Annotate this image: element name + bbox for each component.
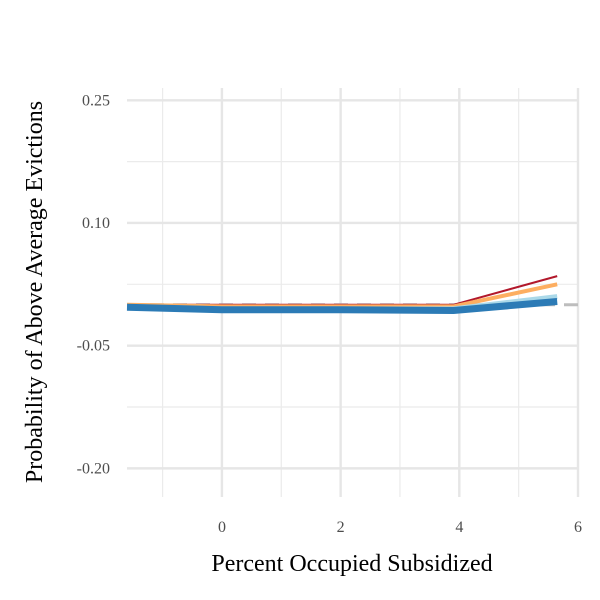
series-line-1 [127, 275, 558, 306]
x-tick-label: 2 [337, 519, 345, 536]
series-line-4 [126, 298, 558, 314]
y-tick-label: -0.05 [77, 338, 110, 355]
y-tick-label: 0.25 [82, 92, 110, 109]
grid [127, 88, 580, 497]
y-tick-label: 0.10 [82, 215, 110, 232]
x-tick-label: 4 [455, 519, 463, 536]
x-tick-labels: 0 2 4 6 [218, 519, 582, 536]
y-axis-title: Probability of Above Average Evictions [22, 101, 48, 483]
x-axis-title: Percent Occupied Subsidized [211, 551, 492, 577]
plot-area [126, 275, 585, 314]
x-tick-label: 6 [574, 519, 582, 536]
y-tick-label: -0.20 [77, 460, 110, 477]
y-tick-labels: 0.25 0.10 -0.05 -0.20 [77, 92, 110, 477]
x-tick-label: 0 [218, 519, 226, 536]
